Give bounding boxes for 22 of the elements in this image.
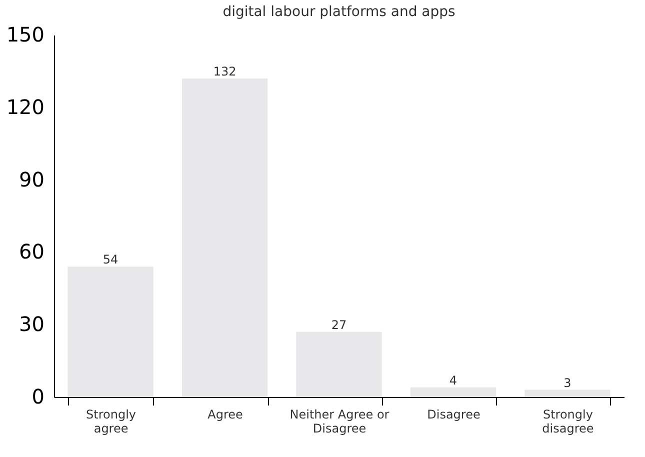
x-tick-label: Agree xyxy=(208,408,243,422)
x-tick-label: Disagree xyxy=(427,408,480,422)
bar xyxy=(68,266,154,397)
y-tick-label: 0 xyxy=(32,384,44,408)
bar xyxy=(410,387,496,397)
data-label: 54 xyxy=(102,252,118,267)
x-tick-label: Strongly disagree xyxy=(542,408,594,436)
y-tick-label: 30 xyxy=(19,312,44,336)
bar xyxy=(182,78,268,397)
y-tick-label: 60 xyxy=(19,240,44,264)
data-label: 132 xyxy=(213,64,236,78)
bar xyxy=(524,390,610,397)
y-tick-label: 90 xyxy=(19,167,44,192)
y-tick-label: 120 xyxy=(6,94,44,119)
y-tick-label: 150 xyxy=(6,22,44,46)
x-tick-label: Neither Agree or Disagree xyxy=(290,408,390,436)
x-tick-label: Strongly agree xyxy=(86,408,136,436)
bar xyxy=(296,332,382,397)
chart-title: digital labour platforms and apps xyxy=(222,4,456,20)
data-label: 3 xyxy=(564,376,572,390)
data-label: 4 xyxy=(449,373,458,388)
data-label: 27 xyxy=(331,318,347,332)
